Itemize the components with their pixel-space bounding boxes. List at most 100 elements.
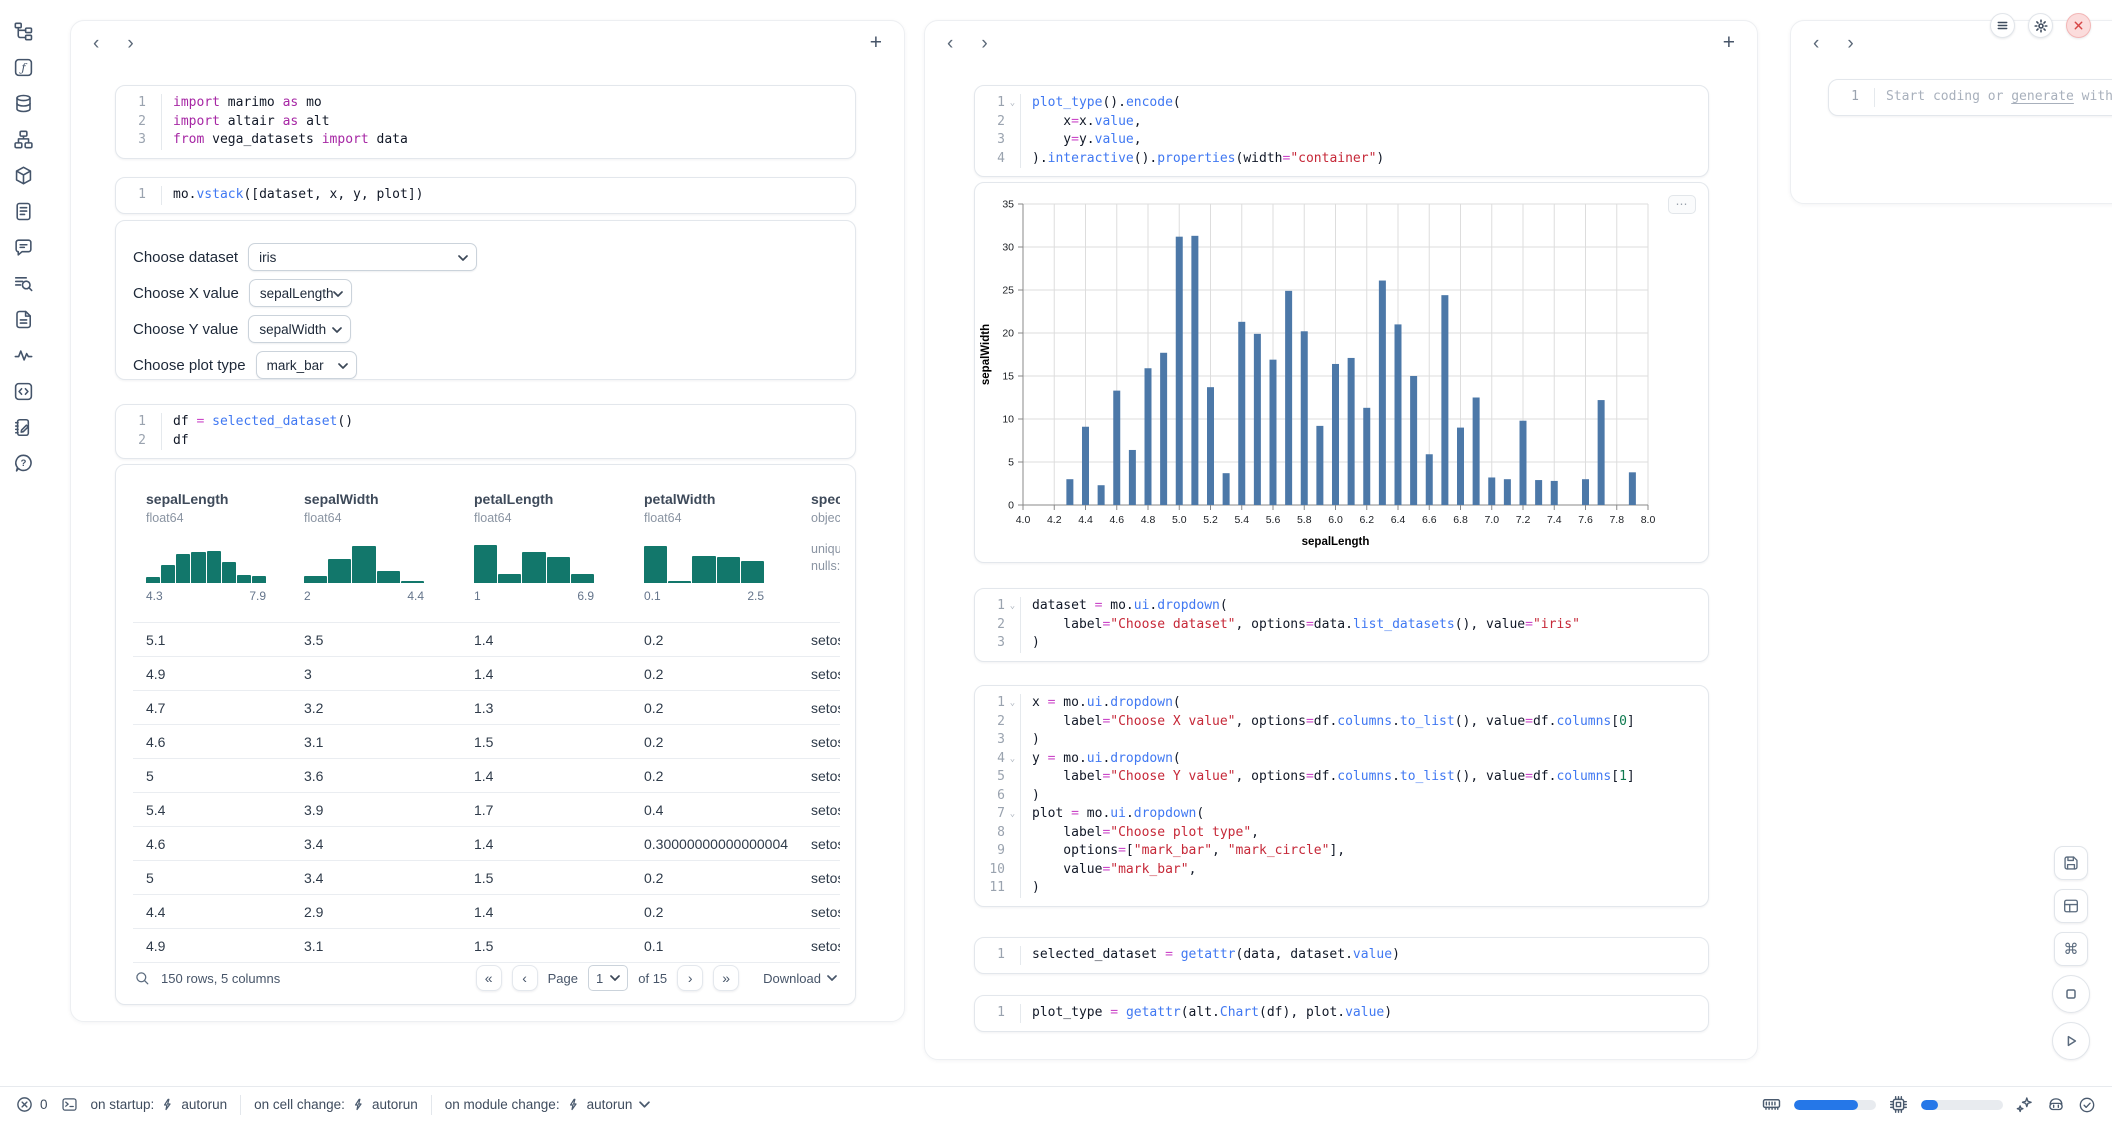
column-name[interactable]: sepalLength <box>146 491 291 507</box>
cell-dataset-dropdown-code[interactable]: 1⌄dataset = mo.ui.dropdown(2 label="Choo… <box>974 588 1709 662</box>
last-page-button[interactable]: » <box>713 965 739 991</box>
add-cell-button[interactable]: + <box>870 31 882 55</box>
file-explorer-icon[interactable] <box>10 20 36 42</box>
table-row[interactable]: 53.61.40.2setosa <box>133 759 840 793</box>
cell-selected-dataset-code[interactable]: 1selected_dataset = getattr(data, datase… <box>974 937 1709 974</box>
table-row[interactable]: 4.73.21.30.2setosa <box>133 691 840 725</box>
column-name[interactable]: petalLength <box>474 491 631 507</box>
panel-layout-icon[interactable] <box>2054 889 2088 923</box>
cell-imports[interactable]: 1import marimo as mo2import altair as al… <box>115 85 856 159</box>
line-number: 1 <box>975 946 1005 965</box>
on-cell-change-setting[interactable]: on cell change: autorun <box>254 1097 418 1112</box>
chat-icon[interactable] <box>10 236 36 258</box>
cell-vstack-code[interactable]: 1mo.vstack([dataset, x, y, plot]) <box>115 177 856 214</box>
page-select[interactable]: 1 <box>588 965 628 991</box>
table-cell: 3.4 <box>291 870 461 886</box>
chevron-right-icon[interactable]: › <box>1847 34 1853 53</box>
code-line: 3from vega_datasets import data <box>116 131 855 150</box>
fold-icon[interactable]: ⌄ <box>1005 805 1020 824</box>
chart-menu-icon[interactable]: ⋯ <box>1668 195 1696 214</box>
chevron-down-icon <box>610 975 620 981</box>
chevron-left-icon[interactable]: ‹ <box>947 34 953 53</box>
table-row[interactable]: 4.42.91.40.2setosa <box>133 895 840 929</box>
on-startup-setting[interactable]: on startup: autorun <box>91 1097 228 1112</box>
table-cell: setosa <box>798 870 840 886</box>
altair-bar-chart[interactable]: 4.04.24.44.64.85.05.25.45.65.86.06.26.46… <box>975 183 1708 562</box>
search-icon[interactable] <box>134 970 151 987</box>
prev-page-button[interactable]: ‹ <box>512 965 538 991</box>
column-left: ‹ › + 1import marimo as mo2import altair… <box>70 20 905 1022</box>
table-cell: 0.2 <box>631 734 798 750</box>
table-scroll-area[interactable]: sepalLengthfloat644.37.9sepalWidthfloat6… <box>133 465 840 963</box>
save-icon[interactable] <box>2054 846 2088 880</box>
add-cell-button[interactable]: + <box>1723 31 1735 55</box>
table-footer: 150 rows, 5 columns « ‹ Page 1 of 15 › »… <box>116 952 855 1004</box>
column-dtype: float64 <box>146 511 291 525</box>
fold-icon[interactable]: ⌄ <box>1005 94 1020 113</box>
table-cell: 0.2 <box>631 700 798 716</box>
first-page-button[interactable]: « <box>476 965 502 991</box>
table-row[interactable]: 4.931.40.2setosa <box>133 657 840 691</box>
terminal-icon[interactable] <box>61 1096 78 1113</box>
svg-text:7.8: 7.8 <box>1609 514 1624 526</box>
table-row[interactable]: 5.43.91.70.4setosa <box>133 793 840 827</box>
menu-icon[interactable] <box>1990 13 2015 38</box>
column-histogram <box>304 543 424 583</box>
lightning-icon <box>567 1098 580 1111</box>
ai-sparkles-icon[interactable] <box>2016 1096 2034 1114</box>
fold-icon[interactable]: ⌄ <box>1005 597 1020 616</box>
cell-df-code[interactable]: 1df = selected_dataset()2df <box>115 404 856 459</box>
x-value-select[interactable]: sepalLength <box>249 279 352 307</box>
close-icon[interactable] <box>2066 13 2091 38</box>
help-icon[interactable]: ? <box>10 452 36 474</box>
dataset-select[interactable]: iris <box>248 243 477 271</box>
next-page-button[interactable]: › <box>677 965 703 991</box>
copilot-icon[interactable] <box>2047 1096 2065 1114</box>
on-module-change-setting[interactable]: on module change: autorun <box>445 1097 651 1112</box>
run-button[interactable] <box>2052 1022 2090 1060</box>
chevron-left-icon[interactable]: ‹ <box>1813 34 1819 53</box>
page-select-value: 1 <box>596 971 603 986</box>
column-name[interactable]: species <box>811 491 840 507</box>
chevron-left-icon[interactable]: ‹ <box>93 34 99 53</box>
table-row[interactable]: 4.63.41.40.30000000000000004setosa <box>133 827 840 861</box>
on-startup-value: autorun <box>181 1097 227 1112</box>
cell-plot-type-code[interactable]: 1plot_type = getattr(alt.Chart(df), plot… <box>974 995 1709 1032</box>
column-name[interactable]: sepalWidth <box>304 491 461 507</box>
functions-icon[interactable]: ƒ <box>10 56 36 78</box>
chevron-right-icon[interactable]: › <box>127 34 133 53</box>
tracebacks-icon[interactable] <box>10 344 36 366</box>
table-row[interactable]: 53.41.50.2setosa <box>133 861 840 895</box>
column-name[interactable]: petalWidth <box>644 491 798 507</box>
fold-icon[interactable]: ⌄ <box>1005 694 1020 713</box>
logs-icon[interactable] <box>10 272 36 294</box>
y-value-select[interactable]: sepalWidth <box>248 315 351 343</box>
code-line: 5 label="Choose Y value", options=df.col… <box>975 768 1708 787</box>
plot-type-select[interactable]: mark_bar <box>256 351 357 379</box>
scratchpad-icon[interactable] <box>10 416 36 438</box>
documentation-icon[interactable] <box>10 308 36 330</box>
errors-badge[interactable]: 0 <box>16 1096 48 1113</box>
cell-xy-plot-dropdowns-code[interactable]: 1⌄x = mo.ui.dropdown(2 label="Choose X v… <box>974 685 1709 907</box>
outline-icon[interactable] <box>10 200 36 222</box>
chevron-right-icon[interactable]: › <box>981 34 987 53</box>
status-bar-right <box>1762 1095 2096 1114</box>
snippets-icon[interactable] <box>10 380 36 402</box>
table-cell: 1.4 <box>461 836 631 852</box>
table-row[interactable]: 4.63.11.50.2setosa <box>133 725 840 759</box>
datasources-icon[interactable] <box>10 92 36 114</box>
empty-cell-editor[interactable]: 1 Start coding or generate with <box>1828 79 2112 116</box>
fold-icon[interactable]: ⌄ <box>1005 750 1020 769</box>
table-row[interactable]: 5.13.51.40.2setosa <box>133 622 840 657</box>
connection-status-icon[interactable] <box>2078 1096 2096 1114</box>
download-button[interactable]: Download <box>763 971 837 986</box>
interrupt-button[interactable] <box>2052 975 2090 1013</box>
cell-plot-code[interactable]: 1⌄plot_type().encode(2 x=x.value,3 y=y.v… <box>974 85 1709 177</box>
packages-icon[interactable] <box>10 164 36 186</box>
gear-icon[interactable] <box>2028 13 2053 38</box>
keyboard-shortcuts-icon[interactable]: ⌘ <box>2054 932 2088 966</box>
table-cell: setosa <box>798 836 840 852</box>
generate-with-ai-link[interactable]: generate <box>2011 89 2074 104</box>
dependency-graph-icon[interactable] <box>10 128 36 150</box>
svg-text:0: 0 <box>1008 500 1014 512</box>
